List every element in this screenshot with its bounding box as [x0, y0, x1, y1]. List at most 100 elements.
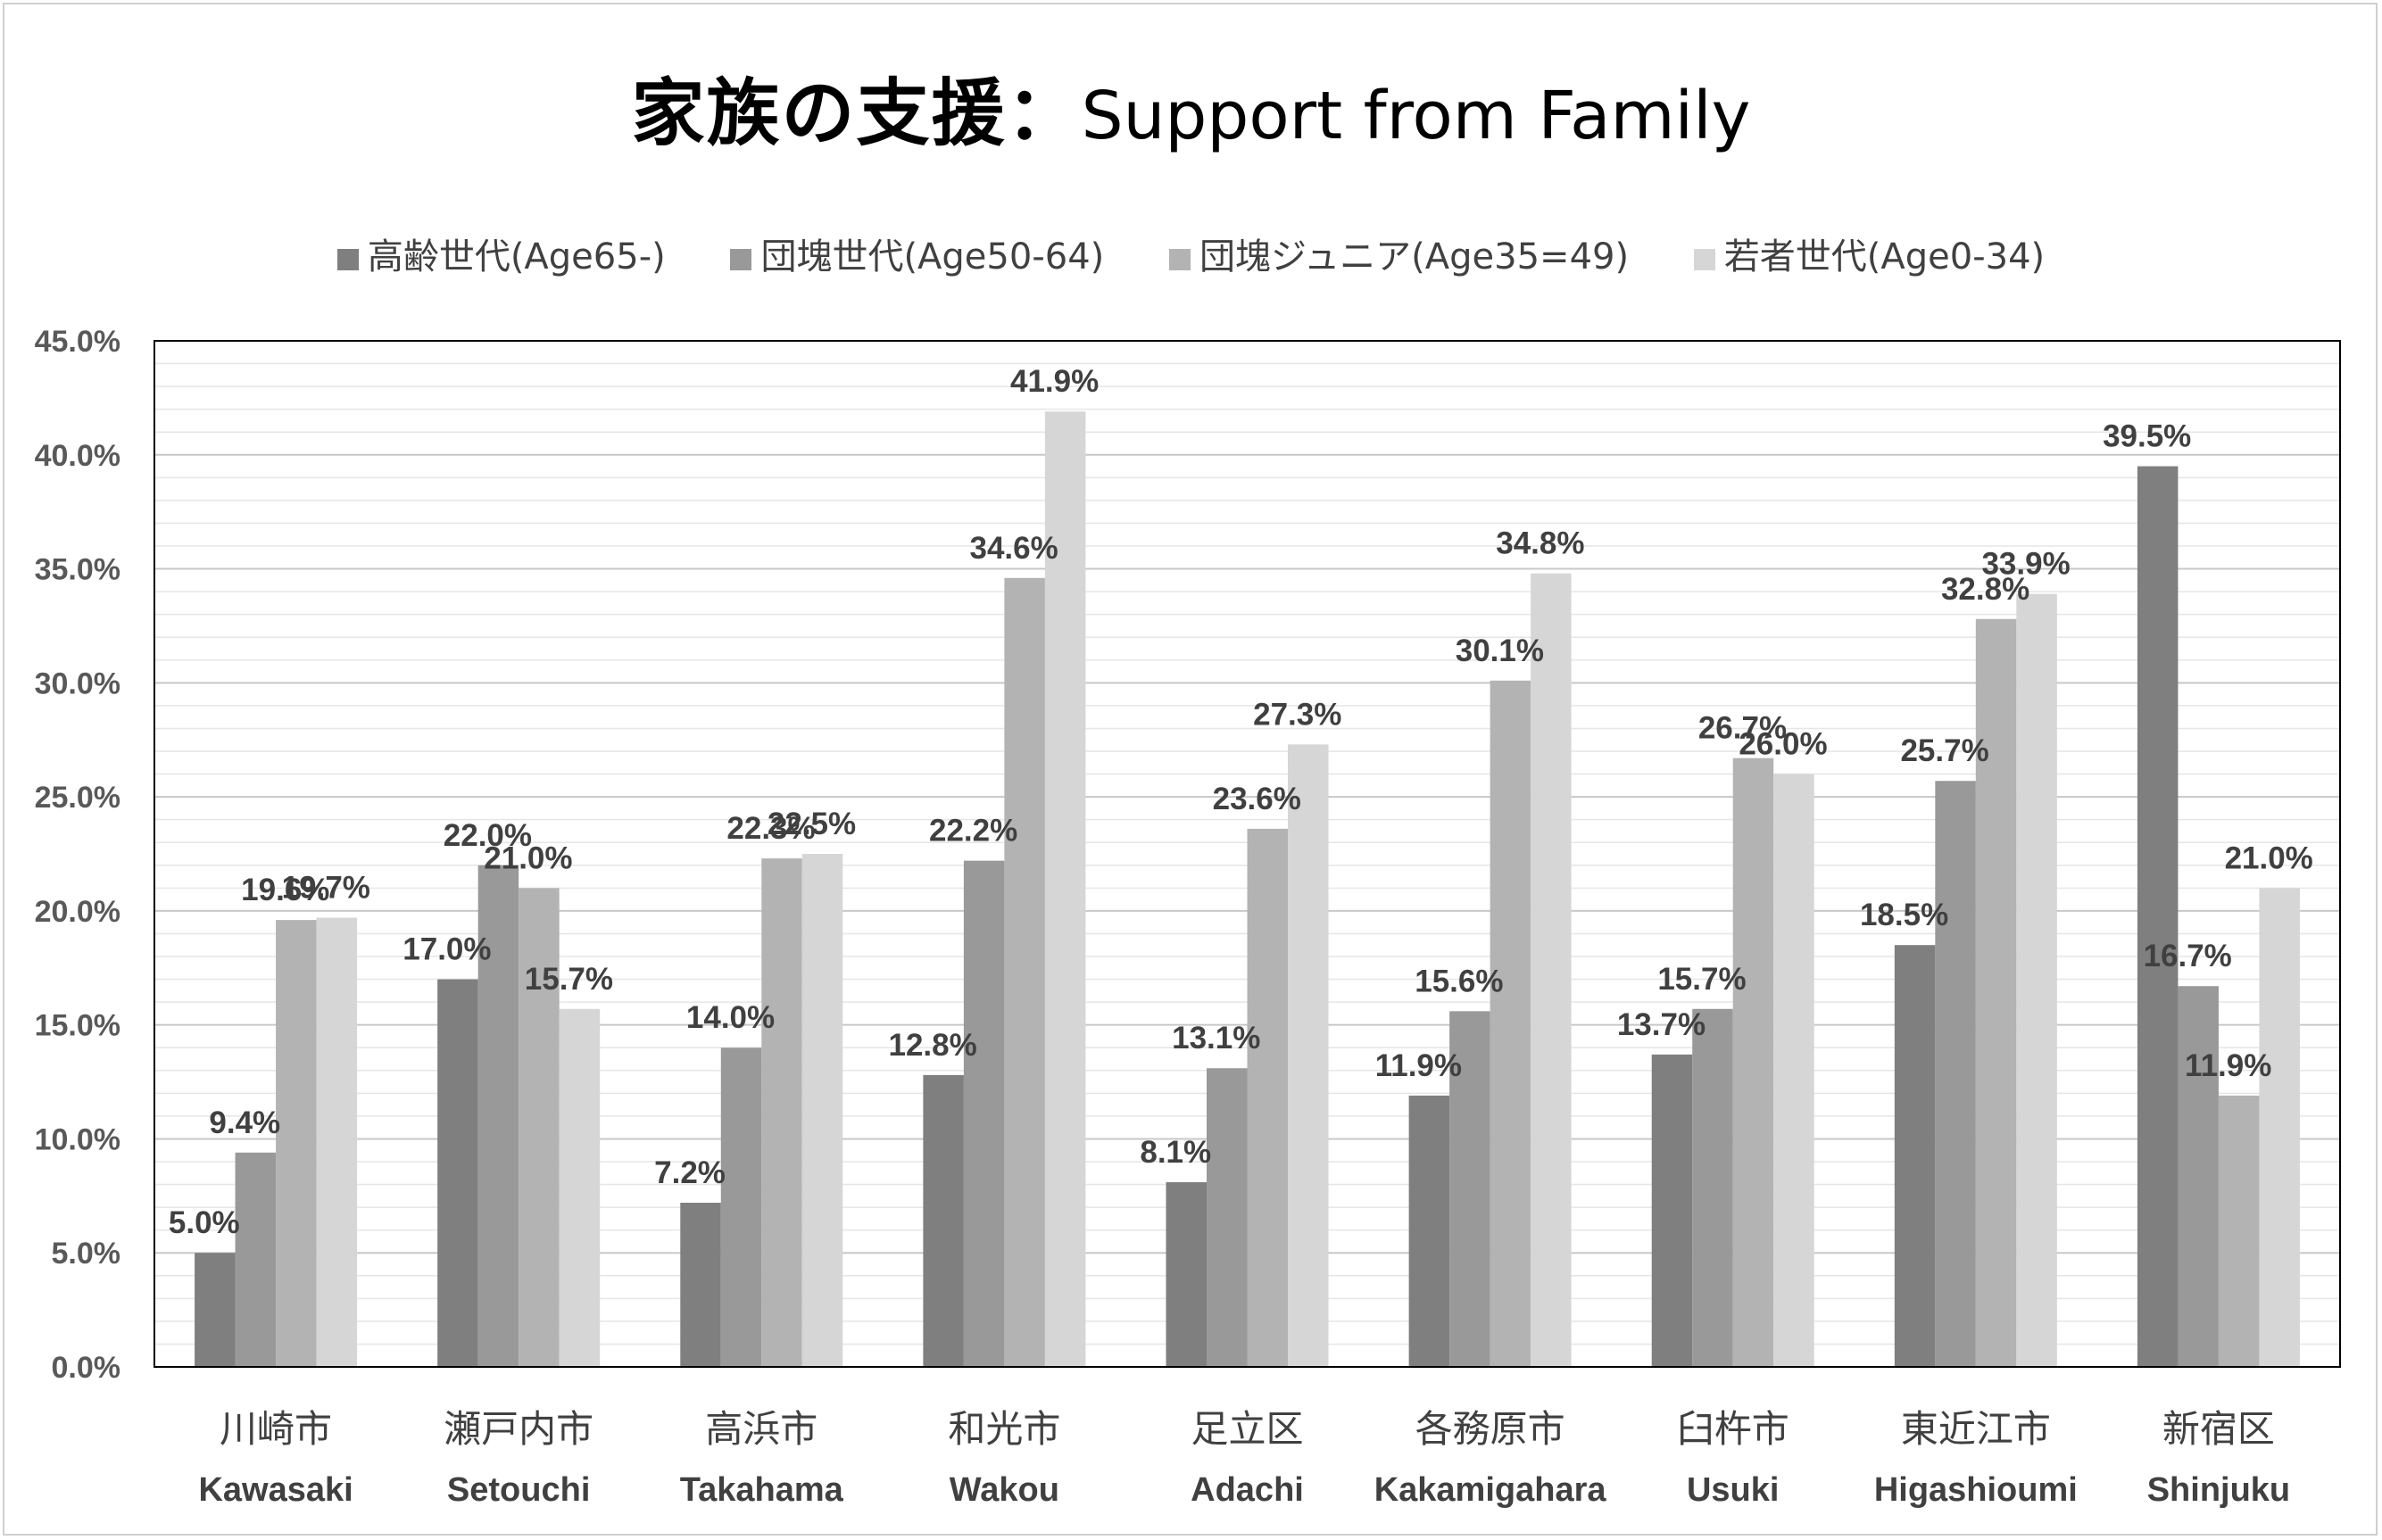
legend-swatch [1693, 249, 1715, 270]
x-category-label-en: Kawasaki [198, 1471, 353, 1509]
bar [235, 1152, 277, 1367]
chart-legend: 高齢世代(Age65-) 団塊世代(Age50-64) 団塊ジュニア(Age35… [0, 228, 2382, 279]
bar [1490, 680, 1531, 1367]
chart-title-en: Support from Family [1081, 78, 1751, 154]
bar [1651, 1054, 1693, 1367]
bar [1247, 828, 1288, 1367]
legend-label: 団塊ジュニア(Age35=49) [1199, 236, 1630, 277]
x-category-label-en: Higashioumi [1874, 1471, 2078, 1509]
data-label: 13.7% [1617, 1007, 1706, 1042]
x-category-label-en: Shinjuku [2147, 1471, 2290, 1509]
legend-label: 高齢世代(Age65-) [367, 236, 666, 277]
data-label: 21.0% [2225, 840, 2313, 875]
bar [923, 1074, 964, 1367]
bar [1531, 573, 1572, 1367]
data-label: 15.7% [1657, 962, 1746, 997]
x-category-label-jp: 臼杵市 [1677, 1407, 1789, 1451]
bar [1975, 618, 2017, 1367]
data-label: 11.9% [2185, 1048, 2271, 1083]
data-label: 11.9% [1375, 1048, 1462, 1083]
bar [1894, 945, 1936, 1367]
legend-swatch [730, 249, 752, 270]
chart-title-separator: ： [1006, 71, 1082, 156]
data-label: 26.7% [1698, 711, 1787, 746]
data-label: 22.2% [929, 814, 1017, 849]
legend-label: 団塊世代(Age50-64) [760, 236, 1105, 277]
plot-border [154, 340, 2341, 1368]
data-label: 5.0% [169, 1205, 240, 1240]
legend-swatch [1168, 249, 1191, 270]
bar [1166, 1182, 1207, 1367]
y-tick-label: 20.0% [35, 895, 120, 929]
data-label: 19.7% [282, 871, 370, 906]
data-label: 21.0% [484, 840, 572, 875]
bar [477, 865, 519, 1367]
bar [1773, 774, 1814, 1367]
bar [559, 1008, 601, 1367]
data-label: 19.6% [241, 873, 329, 907]
x-category-label-jp: 高浜市 [705, 1407, 818, 1451]
data-label: 9.4% [209, 1105, 280, 1140]
legend-item-young: 若者世代(Age0-34) [1693, 228, 2046, 279]
data-label: 25.7% [1900, 733, 1988, 768]
data-label: 33.9% [1981, 547, 2070, 582]
data-label: 27.3% [1253, 697, 1341, 732]
x-category-label-en: Takahama [680, 1471, 844, 1509]
x-category-label-jp: 足立区 [1191, 1407, 1303, 1451]
bar [720, 1047, 762, 1367]
data-label: 16.7% [2144, 939, 2232, 973]
bar [519, 888, 560, 1367]
bar [2218, 1095, 2260, 1367]
legend-item-boomer-juniors: 団塊ジュニア(Age35=49) [1168, 228, 1630, 279]
x-category-label-jp: 瀬戸内市 [444, 1407, 593, 1451]
legend-swatch [336, 249, 359, 270]
x-category-label-en: Wakou [950, 1471, 1059, 1509]
data-label: 12.8% [889, 1028, 977, 1063]
x-category-label-en: Kakamigahara [1374, 1471, 1607, 1509]
y-tick-label: 0.0% [52, 1351, 121, 1385]
x-category-label-en: Setouchi [447, 1471, 590, 1509]
x-category-label-en: Adachi [1191, 1471, 1304, 1509]
bar [963, 860, 1005, 1367]
bar [2137, 466, 2179, 1367]
bar [1004, 577, 1045, 1367]
data-label: 39.5% [2103, 419, 2191, 454]
bar [1408, 1095, 1450, 1367]
y-tick-label: 30.0% [35, 667, 120, 700]
bar [2178, 986, 2219, 1367]
x-category-label-jp: 各務原市 [1415, 1407, 1565, 1451]
legend-label: 若者世代(Age0-34) [1723, 236, 2046, 277]
bar [195, 1253, 236, 1367]
data-label: 34.6% [970, 531, 1058, 566]
bar [2016, 593, 2057, 1367]
data-label: 23.6% [1213, 782, 1301, 816]
data-label: 41.9% [1010, 364, 1099, 399]
data-label: 32.8% [1941, 572, 2029, 607]
chart-title-jp: 家族の支援 [631, 71, 1007, 156]
data-label: 30.1% [1456, 633, 1544, 668]
legend-item-baby-boomers: 団塊世代(Age50-64) [730, 228, 1104, 279]
bar [1207, 1068, 1248, 1367]
data-label: 7.2% [654, 1155, 726, 1190]
y-tick-label: 5.0% [52, 1237, 121, 1271]
y-tick-label: 40.0% [35, 439, 120, 473]
bar [1732, 758, 1774, 1367]
x-category-label-en: Usuki [1687, 1471, 1779, 1509]
y-tick-label: 15.0% [35, 1009, 120, 1043]
data-label: 8.1% [1140, 1135, 1211, 1170]
y-tick-label: 35.0% [35, 553, 120, 587]
bar [680, 1203, 721, 1367]
chart-title: 家族の支援：Support from Family [0, 54, 2382, 160]
bar [801, 854, 843, 1367]
bar [761, 858, 802, 1367]
bar [1044, 411, 1086, 1368]
data-label: 15.6% [1415, 964, 1503, 998]
data-label: 22.5% [768, 807, 856, 841]
bar [316, 917, 358, 1367]
bar [2259, 888, 2300, 1367]
bar [437, 979, 478, 1367]
bar [1935, 781, 1976, 1367]
data-label: 34.8% [1496, 526, 1584, 561]
data-label: 17.0% [403, 932, 491, 967]
